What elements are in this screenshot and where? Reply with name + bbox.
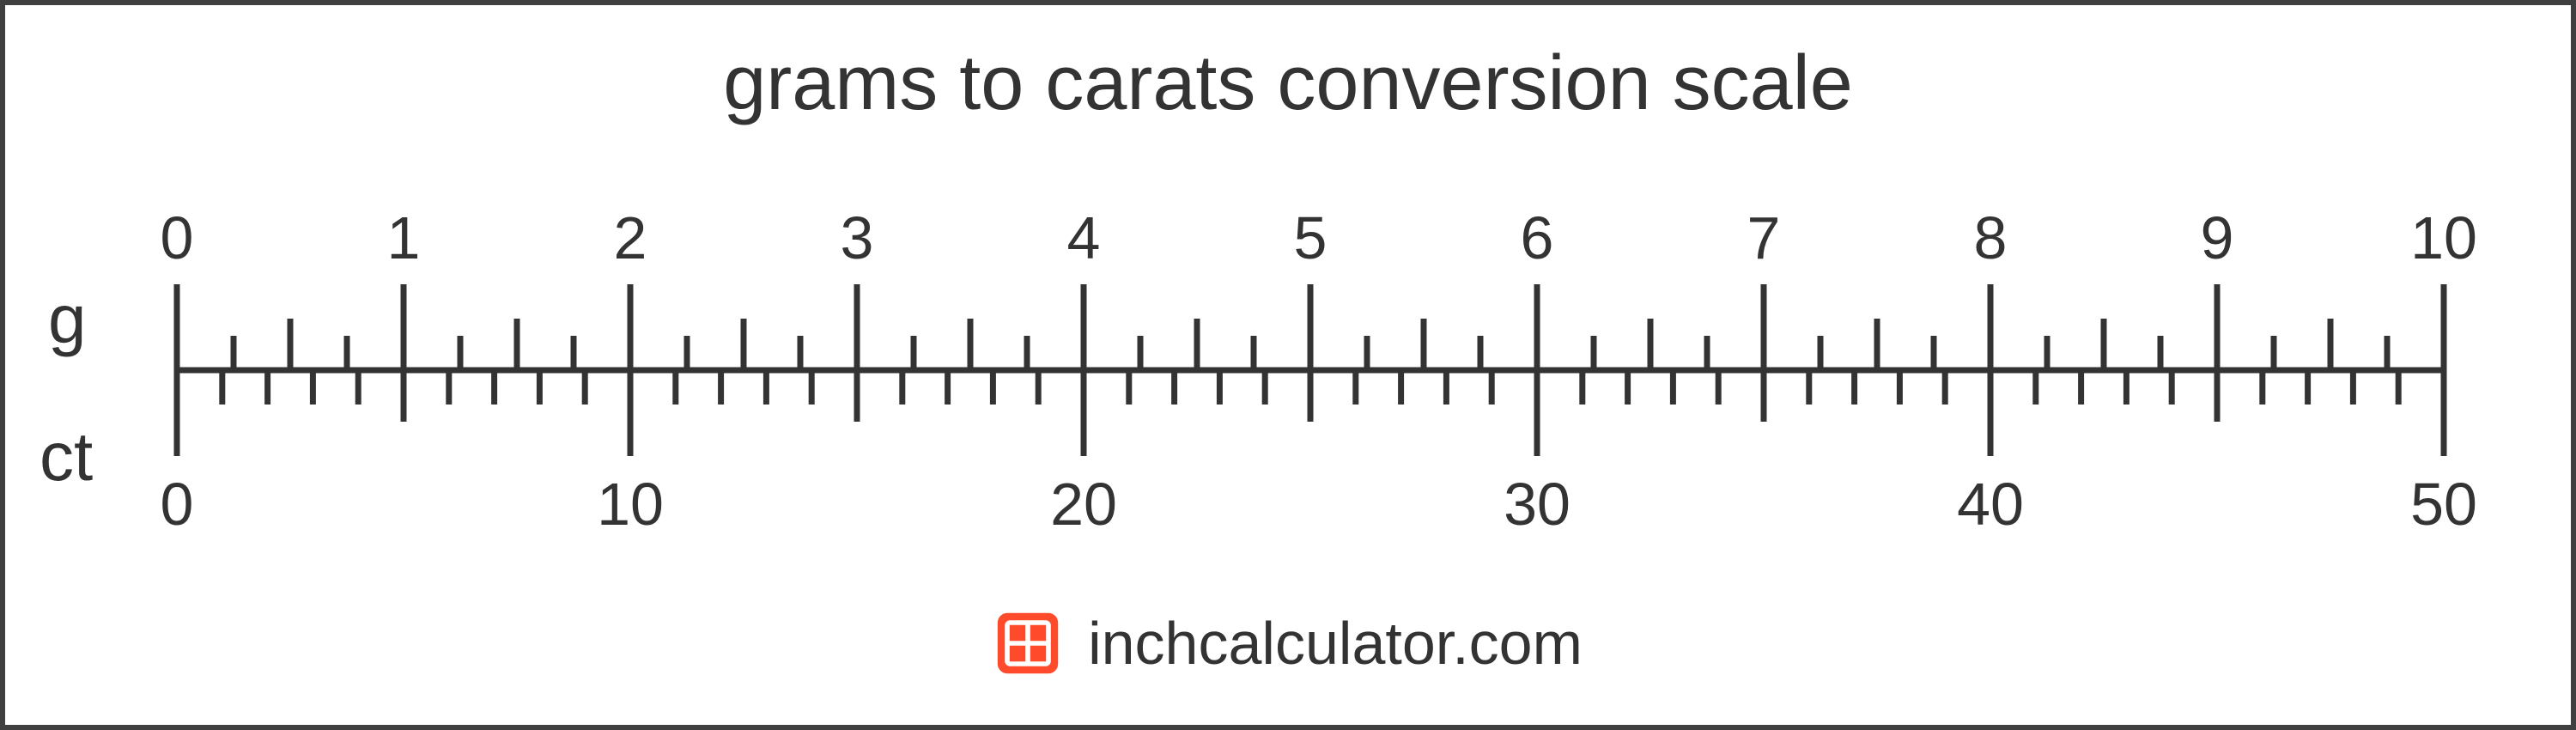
svg-text:6: 6 [1521, 204, 1554, 271]
svg-text:10: 10 [2410, 204, 2477, 271]
title: grams to carats conversion scale [5, 40, 2571, 128]
svg-text:40: 40 [1957, 471, 2024, 538]
unit-label-bottom: ct [39, 417, 93, 496]
svg-text:0: 0 [161, 204, 194, 271]
svg-text:30: 30 [1504, 471, 1571, 538]
scale-card: grams to carats conversion scale g ct 0 1… [0, 0, 2576, 730]
svg-text:5: 5 [1294, 204, 1327, 271]
svg-text:20: 20 [1050, 471, 1117, 538]
svg-text:2: 2 [614, 204, 647, 271]
calculator-icon [993, 609, 1062, 678]
svg-text:3: 3 [841, 204, 874, 271]
svg-text:50: 50 [2410, 471, 2477, 538]
ruler-svg: 01234567891001020304050 [177, 177, 2444, 520]
svg-text:10: 10 [597, 471, 664, 538]
svg-text:8: 8 [1974, 204, 2008, 271]
svg-text:4: 4 [1067, 204, 1101, 271]
scale-area: g ct 01234567891001020304050 [5, 177, 2571, 520]
footer: inchcalculator.com [5, 609, 2571, 682]
svg-text:0: 0 [161, 471, 194, 538]
svg-text:1: 1 [387, 204, 421, 271]
footer-inner: inchcalculator.com [993, 609, 1583, 678]
unit-label-top: g [48, 280, 87, 359]
svg-text:9: 9 [2201, 204, 2234, 271]
footer-text: inchcalculator.com [1088, 609, 1583, 678]
svg-text:7: 7 [1747, 204, 1781, 271]
